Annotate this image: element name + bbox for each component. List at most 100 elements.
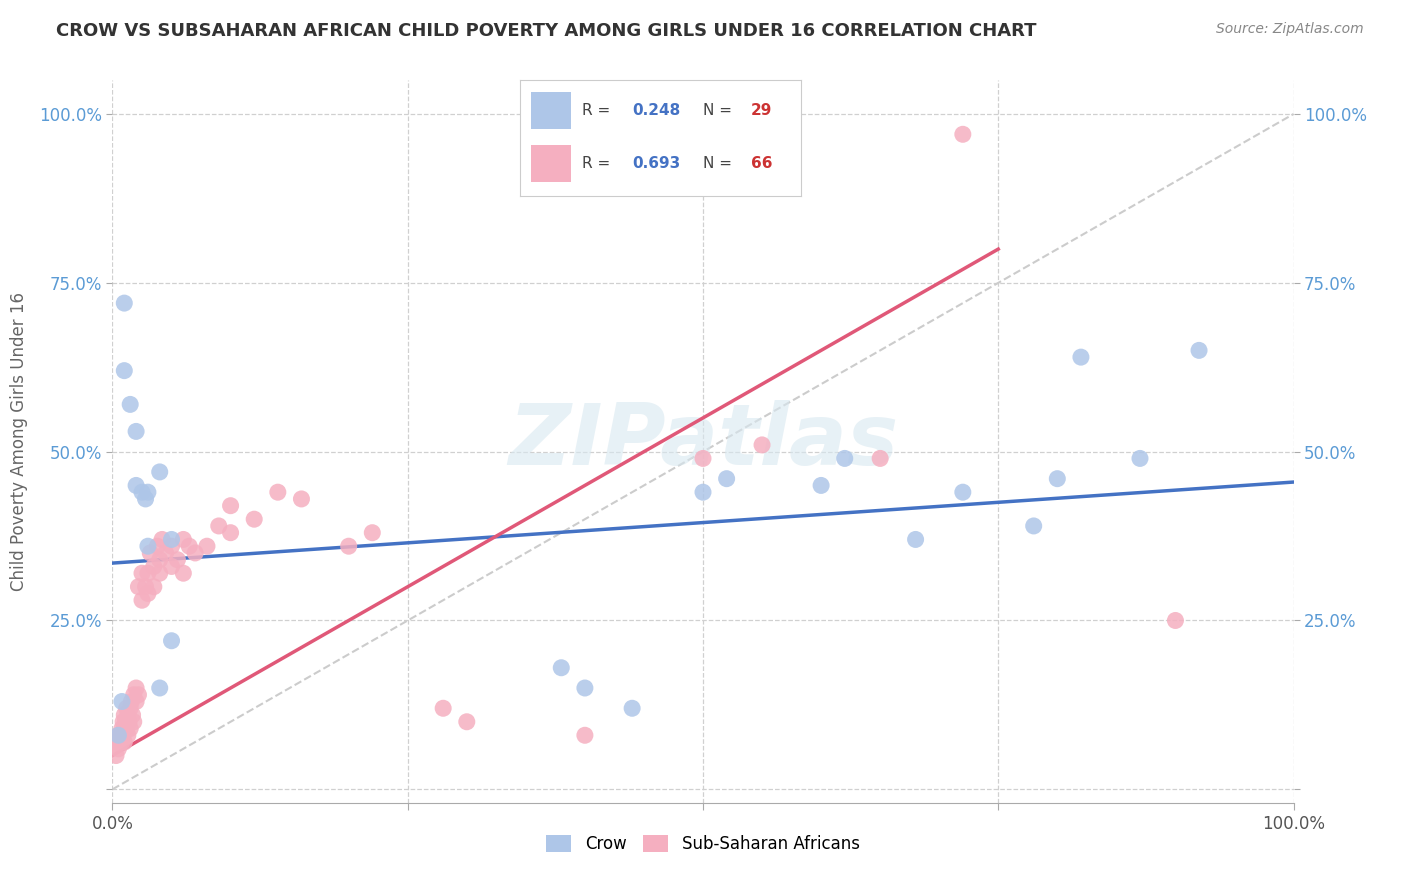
Point	[550, 661, 572, 675]
Point	[136, 539, 159, 553]
Point	[952, 485, 974, 500]
Point	[179, 539, 201, 553]
Point	[810, 478, 832, 492]
Point	[125, 694, 148, 708]
Point	[149, 552, 172, 566]
Point	[834, 451, 856, 466]
Point	[160, 633, 183, 648]
Point	[127, 688, 149, 702]
Point	[118, 714, 141, 729]
Point	[1022, 519, 1045, 533]
Point	[131, 566, 153, 581]
Point	[136, 485, 159, 500]
Point	[115, 722, 138, 736]
Point	[172, 566, 194, 581]
Point	[127, 580, 149, 594]
Point	[107, 728, 129, 742]
Point	[172, 533, 194, 547]
Point	[131, 593, 153, 607]
Point	[136, 566, 159, 581]
Point	[122, 688, 145, 702]
Point	[1046, 472, 1069, 486]
Point	[195, 539, 218, 553]
Point	[149, 566, 172, 581]
Text: 29: 29	[751, 103, 772, 118]
Point	[120, 722, 142, 736]
Point	[117, 708, 139, 723]
Point	[1129, 451, 1152, 466]
Point	[184, 546, 207, 560]
Y-axis label: Child Poverty Among Girls Under 16: Child Poverty Among Girls Under 16	[10, 292, 28, 591]
Point	[574, 681, 596, 695]
Point	[952, 128, 974, 142]
Point	[1070, 350, 1092, 364]
Point	[122, 714, 145, 729]
Point	[112, 708, 135, 723]
Point	[337, 539, 360, 553]
Point	[105, 735, 128, 749]
Point	[120, 397, 142, 411]
Legend: Crow, Sub-Saharan Africans: Crow, Sub-Saharan Africans	[540, 828, 866, 860]
Text: ZIPatlas: ZIPatlas	[508, 400, 898, 483]
Point	[142, 580, 165, 594]
Point	[135, 580, 157, 594]
Point	[114, 714, 136, 729]
Point	[111, 694, 134, 708]
Point	[112, 735, 135, 749]
Text: N =: N =	[703, 156, 737, 171]
Point	[115, 701, 138, 715]
Point	[166, 552, 188, 566]
Point	[111, 735, 134, 749]
Point	[692, 485, 714, 500]
Point	[108, 735, 131, 749]
Text: CROW VS SUBSAHARAN AFRICAN CHILD POVERTY AMONG GIRLS UNDER 16 CORRELATION CHART: CROW VS SUBSAHARAN AFRICAN CHILD POVERTY…	[56, 22, 1036, 40]
Point	[112, 364, 135, 378]
Point	[1188, 343, 1211, 358]
Point	[107, 728, 129, 742]
Point	[1164, 614, 1187, 628]
Text: Source: ZipAtlas.com: Source: ZipAtlas.com	[1216, 22, 1364, 37]
Point	[160, 559, 183, 574]
Point	[904, 533, 927, 547]
Point	[432, 701, 454, 715]
Point	[751, 438, 773, 452]
Point	[160, 533, 183, 547]
Point	[149, 465, 172, 479]
Point	[110, 728, 132, 742]
Point	[112, 728, 135, 742]
Bar	[531, 145, 571, 182]
Point	[112, 722, 135, 736]
Point	[120, 701, 142, 715]
Point	[117, 728, 139, 742]
Point	[111, 722, 134, 736]
Point	[155, 546, 177, 560]
Point	[135, 491, 157, 506]
Bar	[531, 92, 571, 129]
Text: 66: 66	[751, 156, 772, 171]
Point	[160, 539, 183, 553]
Point	[107, 741, 129, 756]
Point	[120, 694, 142, 708]
Point	[621, 701, 644, 715]
Point	[574, 728, 596, 742]
Point	[267, 485, 290, 500]
Point	[121, 708, 143, 723]
Text: R =: R =	[582, 103, 616, 118]
Text: N =: N =	[703, 103, 737, 118]
Text: 0.248: 0.248	[633, 103, 681, 118]
Point	[146, 539, 169, 553]
Point	[139, 546, 162, 560]
Point	[692, 451, 714, 466]
Point	[869, 451, 891, 466]
Point	[125, 681, 148, 695]
Point	[105, 748, 128, 763]
Point	[716, 472, 738, 486]
Point	[361, 525, 384, 540]
Point	[150, 533, 173, 547]
Point	[112, 296, 135, 310]
Point	[112, 714, 135, 729]
Point	[131, 485, 153, 500]
Point	[290, 491, 312, 506]
Point	[125, 478, 148, 492]
Point	[208, 519, 231, 533]
